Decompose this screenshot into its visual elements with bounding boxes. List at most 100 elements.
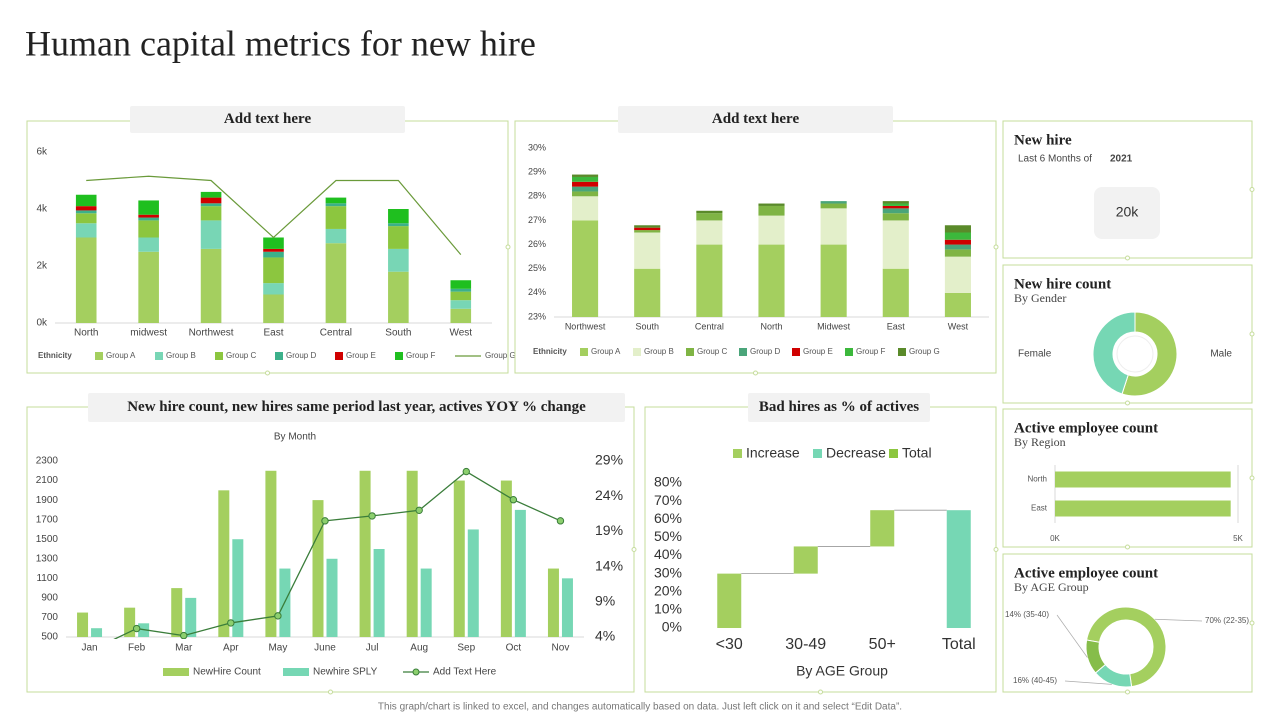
legend-swatch [686, 348, 694, 356]
legend-label: Group C [226, 351, 256, 360]
x-tick-label: 30-49 [785, 636, 826, 653]
legend-title: Ethnicity [38, 351, 72, 360]
bar-segment [882, 208, 909, 214]
panel-handle [753, 370, 758, 376]
line-marker [415, 506, 423, 514]
x-tick-label: South [385, 328, 411, 339]
bar-segment [758, 215, 785, 245]
bar-segment [138, 220, 159, 238]
legend-label: Group D [286, 351, 316, 360]
bar-segment [388, 209, 409, 224]
bar-segment [450, 300, 472, 309]
y-tick-label: 1100 [36, 573, 58, 584]
bar-segment [325, 197, 347, 204]
bar-segment [75, 223, 97, 238]
x-tick-label: midwest [130, 328, 167, 339]
panel-title: Bad hires as % of actives [759, 399, 919, 415]
line-marker [368, 512, 376, 520]
card-subtitle: By Region [1014, 435, 1066, 449]
panel-handle [1249, 331, 1255, 337]
y-tick-label: 28% [528, 191, 546, 201]
bar-segment [263, 237, 284, 249]
bar [420, 568, 432, 637]
legend-label: Group A [106, 351, 136, 360]
y-tick-label: North [1027, 475, 1047, 484]
bar-segment [450, 288, 472, 292]
x-tick-label: Midwest [817, 321, 851, 331]
legend-label: Group E [803, 347, 833, 356]
bar-segment [758, 205, 785, 216]
bar-segment [944, 239, 971, 245]
bar-segment [944, 292, 971, 317]
legend-title: Ethnicity [533, 347, 567, 356]
bar-segment [325, 228, 347, 244]
y2-tick-label: 24% [595, 487, 623, 503]
bar-segment [882, 220, 909, 269]
bar-segment [634, 232, 661, 269]
legend-label: Group F [406, 351, 435, 360]
panel-header [748, 393, 930, 422]
y2-tick-label: 29% [595, 452, 623, 468]
y-tick-label: 2100 [36, 475, 59, 486]
bar [91, 628, 103, 637]
bar-segment [696, 213, 723, 221]
bar-segment [388, 248, 409, 272]
panel-handle [1125, 689, 1130, 695]
y-tick-label: 1900 [36, 495, 59, 506]
panel-handle [265, 370, 270, 376]
y-tick-label: 0k [36, 318, 48, 329]
bar-segment [634, 268, 661, 317]
bar-segment [634, 225, 661, 228]
legend-swatch [792, 348, 800, 356]
waterfall-bar [946, 510, 971, 628]
chart-subtitle: By Month [274, 432, 316, 443]
panel-handle [328, 689, 333, 695]
donut-label: Male [1210, 349, 1232, 360]
x-tick-label: North [74, 328, 98, 339]
legend-swatch [95, 352, 103, 360]
bar-segment [820, 244, 847, 317]
card-title: Active employee count [1014, 420, 1158, 436]
card-title: New hire [1014, 132, 1072, 148]
donut-label: 70% (22-35) [1205, 616, 1249, 625]
panel-handle [1249, 475, 1255, 481]
line-marker [274, 612, 282, 620]
bar [373, 549, 385, 637]
bar-segment [572, 186, 599, 192]
legend-label: Decrease [826, 445, 886, 461]
legend-label: Group C [697, 347, 727, 356]
panel-handle [993, 547, 999, 552]
donut-slice [1086, 606, 1167, 688]
legend-swatch [633, 348, 641, 356]
bar-segment [696, 210, 723, 214]
bar-segment [572, 220, 599, 317]
line-series [113, 470, 561, 639]
panel-handle [993, 244, 999, 250]
x-tick-label: June [314, 643, 336, 654]
x-tick-label: Oct [506, 643, 522, 654]
legend-swatch [733, 449, 742, 458]
y-tick-label: 26% [528, 239, 546, 249]
legend-marker [412, 668, 420, 676]
leader-line [1064, 680, 1112, 685]
bar [124, 607, 136, 637]
panel-handle [1125, 255, 1130, 261]
line-marker [462, 467, 470, 476]
y-tick-label: 27% [528, 215, 546, 225]
legend-swatch [889, 449, 898, 458]
y2-tick-label: 19% [595, 522, 623, 538]
bar-segment [820, 208, 847, 245]
bar-segment [263, 294, 284, 323]
bar-segment [944, 249, 971, 257]
x-tick-label: Central [695, 321, 724, 331]
bar-segment [138, 217, 159, 221]
bar-segment [572, 174, 599, 177]
legend-label: NewHire Count [193, 667, 261, 678]
bar-segment [388, 223, 409, 227]
bar-segment [882, 268, 909, 317]
x-axis-label: By AGE Group [796, 663, 888, 679]
legend-label: Group B [644, 347, 674, 356]
legend-swatch [739, 348, 747, 356]
x-tick-label: <30 [716, 636, 743, 653]
legend-swatch [275, 352, 283, 360]
